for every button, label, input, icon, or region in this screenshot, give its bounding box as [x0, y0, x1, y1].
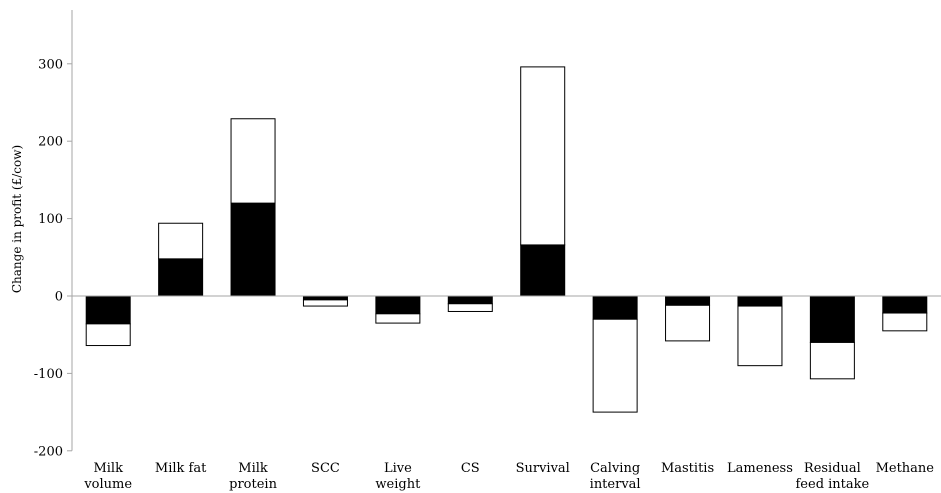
y-tick-label: 100	[38, 212, 63, 227]
y-tick-label: 300	[38, 57, 63, 72]
bar-segment	[520, 66, 566, 246]
x-category-label: Methane	[876, 461, 935, 476]
y-axis-title: Change in profit (£/cow)	[10, 145, 24, 293]
bar-segment	[447, 303, 493, 312]
x-category-label: Milk volume	[83, 461, 132, 492]
x-category-label-line: SCC	[311, 461, 340, 476]
x-category-label-line: Methane	[876, 461, 935, 476]
y-tick-label: 200	[38, 135, 63, 150]
x-category-label-line: CS	[461, 461, 480, 476]
bar-segment	[809, 295, 855, 343]
x-category-label: Milk fat	[155, 461, 207, 476]
x-category-label-line: weight	[375, 477, 421, 492]
y-tick-label: -100	[34, 367, 63, 382]
bar-segment	[447, 295, 493, 305]
bar-segment	[230, 202, 276, 297]
x-category-label: Mastitis	[661, 461, 714, 476]
x-category-label-line: Milk fat	[155, 461, 207, 476]
y-tick-label: 0	[55, 290, 63, 305]
bar-segment	[85, 295, 131, 325]
bar-segment	[592, 295, 638, 320]
x-category-label-line: feed intake	[796, 477, 870, 492]
bar-segment	[375, 313, 421, 324]
x-category-label-line: Residual	[804, 461, 861, 476]
bar-segment	[375, 295, 421, 315]
bar-segment	[882, 312, 928, 332]
x-category-label-line: volume	[83, 477, 132, 492]
x-category-label-line: Calving	[590, 461, 640, 476]
bar-segment	[302, 299, 348, 307]
bar-segment	[737, 305, 783, 367]
x-category-label: CS	[461, 461, 480, 476]
bar-segment	[302, 295, 348, 301]
x-category-label-line: interval	[590, 477, 641, 492]
x-category-label-line: Milk	[238, 461, 268, 476]
bar-segment	[230, 118, 276, 204]
bar-segment	[592, 318, 638, 413]
bar-segment	[158, 222, 204, 260]
bar-segment	[158, 258, 204, 297]
x-category-label-line: Survival	[516, 461, 570, 476]
x-category-label: Live weight	[375, 461, 421, 492]
bar-segment	[85, 323, 131, 347]
x-category-label: SCC	[311, 461, 340, 476]
x-category-label-line: Lameness	[727, 461, 793, 476]
x-category-label-line: Mastitis	[661, 461, 714, 476]
x-category-label-line: protein	[229, 477, 277, 492]
bar-segment	[665, 295, 711, 306]
x-category-label: Residual feed intake	[796, 461, 870, 492]
x-category-label: Survival	[516, 461, 570, 476]
bar-segment	[665, 304, 711, 342]
x-category-label: Calving interval	[590, 461, 641, 492]
bar-segment	[737, 295, 783, 307]
y-tick-label: -200	[34, 444, 63, 459]
x-category-label: Lameness	[727, 461, 793, 476]
bar-segment	[882, 295, 928, 314]
bar-segment	[809, 341, 855, 380]
x-category-label: Milk protein	[229, 461, 277, 492]
x-category-label-line: Live	[384, 461, 412, 476]
bar-segment	[520, 244, 566, 297]
x-category-label-line: Milk	[93, 461, 123, 476]
